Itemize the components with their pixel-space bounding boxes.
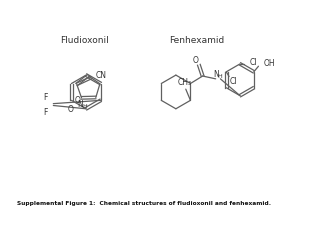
- Text: CN: CN: [95, 71, 107, 79]
- Text: Fludioxonil: Fludioxonil: [60, 36, 108, 45]
- Text: N: N: [78, 100, 84, 109]
- Text: N: N: [213, 70, 219, 79]
- Text: Supplemental Figure 1:  Chemical structures of fludioxonil and fenhexamid.: Supplemental Figure 1: Chemical structur…: [17, 201, 271, 206]
- Text: Fenhexamid: Fenhexamid: [169, 36, 224, 45]
- Text: OH: OH: [263, 59, 275, 68]
- Text: F: F: [44, 93, 48, 102]
- Text: O: O: [193, 56, 199, 65]
- Text: H: H: [217, 73, 222, 78]
- Text: O: O: [68, 104, 74, 114]
- Text: Cl: Cl: [230, 77, 237, 86]
- Text: O: O: [75, 96, 81, 105]
- Text: Cl: Cl: [249, 58, 257, 67]
- Text: F: F: [44, 108, 48, 117]
- Text: H: H: [82, 104, 87, 109]
- Text: CH₃: CH₃: [178, 78, 192, 87]
